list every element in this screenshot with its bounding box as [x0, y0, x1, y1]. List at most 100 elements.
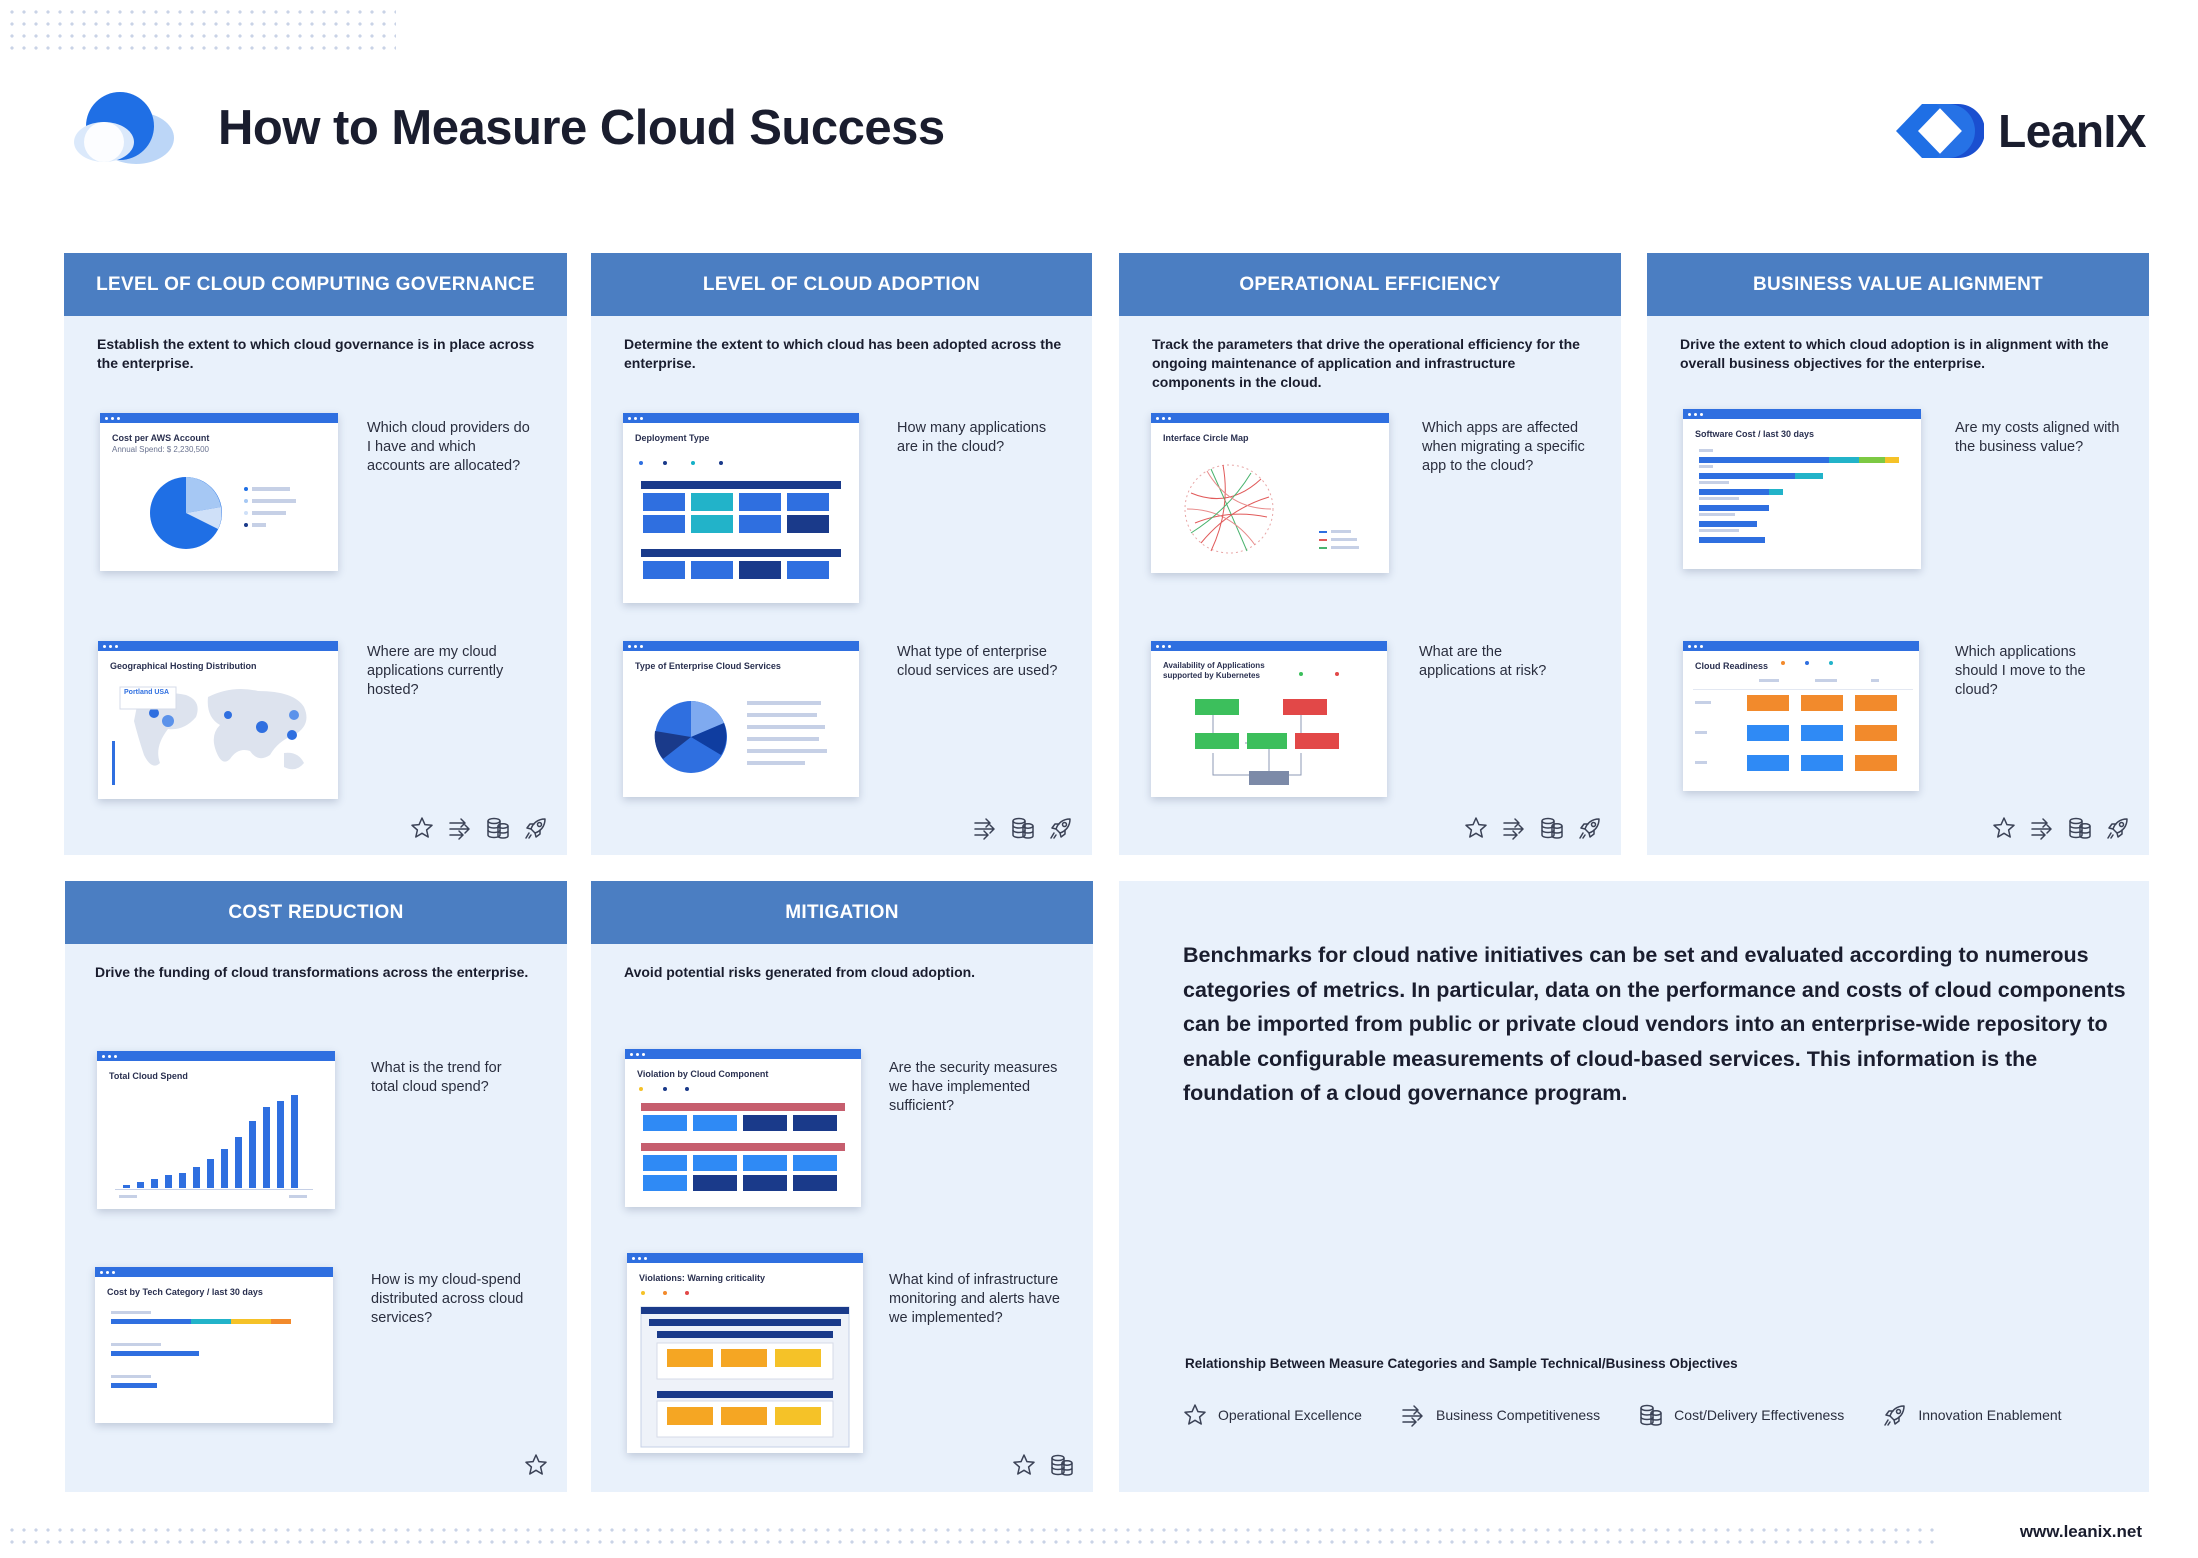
screen-title: Total Cloud Spend — [109, 1071, 188, 1081]
legend-item-business-competitiveness: Business Competitiveness — [1400, 1402, 1600, 1428]
deployment-grid — [639, 461, 841, 579]
screen-cost-per-aws-account[interactable]: Cost per AWS Account Annual Spend: $ 2,2… — [100, 413, 338, 571]
website-link[interactable]: www.leanix.net — [2019, 1522, 2142, 1541]
screen-deployment-type[interactable]: Deployment Type — [623, 413, 859, 603]
screen-geographical-hosting[interactable]: Geographical Hosting Distribution Portla… — [98, 641, 338, 799]
screen-title: Cost per AWS Account — [112, 433, 210, 443]
screen-total-cloud-spend[interactable]: Total Cloud Spend — [97, 1051, 335, 1209]
screen-enterprise-cloud-services[interactable]: Type of Enterprise Cloud Services — [623, 641, 859, 797]
screen-title: Cost by Tech Category / last 30 days — [107, 1287, 263, 1297]
coins-icon — [1049, 1452, 1075, 1478]
screen-cloud-readiness[interactable]: Cloud Readiness — [1683, 641, 1919, 791]
card-title: MITIGATION — [591, 881, 1093, 944]
question: What type of enterprise cloud services a… — [897, 644, 1058, 679]
page-title: How to Measure Cloud Success — [218, 101, 945, 155]
star-icon — [1011, 1452, 1037, 1478]
card-title: BUSINESS VALUE ALIGNMENT — [1647, 253, 2149, 316]
map-tooltip: Portland USA — [124, 689, 170, 696]
decorative-dots-top — [6, 6, 396, 52]
arrows-icon — [447, 815, 473, 841]
legend-item-innovation: Innovation Enablement — [1882, 1402, 2062, 1428]
question: How is my cloud-spend distributed across… — [371, 1272, 524, 1326]
card-benchmark — [1119, 881, 2149, 1492]
rocket-icon — [1048, 815, 1074, 841]
question: How many applications are in the cloud? — [897, 420, 1047, 455]
card-cost-reduction: COST REDUCTION Drive the funding of clou… — [65, 881, 567, 1492]
question: Where are my cloud applications currentl… — [367, 644, 504, 698]
card-description: Drive the funding of cloud transformatio… — [95, 964, 529, 980]
nested-infrastructure — [640, 1291, 850, 1448]
card-title: LEVEL OF CLOUD ADOPTION — [591, 253, 1092, 316]
coins-icon — [1638, 1402, 1664, 1428]
card-description: Avoid potential risks generated from clo… — [624, 964, 976, 980]
question: Are the security measures we have implem… — [889, 1060, 1058, 1114]
cloud-logo-icon — [74, 92, 174, 164]
question: Which cloud providers do I have and whic… — [367, 420, 530, 474]
decorative-dots-bottom — [6, 1524, 1936, 1552]
screen-title: Interface Circle Map — [1163, 433, 1249, 443]
arrows-icon — [972, 815, 998, 841]
question: Which applications should I move to the … — [1955, 644, 2086, 698]
circle-map — [1184, 464, 1359, 554]
screen-cost-by-tech-category[interactable]: Cost by Tech Category / last 30 days — [95, 1267, 333, 1423]
question: Are my costs aligned with the business v… — [1955, 420, 2120, 455]
objective-icons — [1991, 815, 2131, 841]
screen-subtitle: Annual Spend: $ 2,230,500 — [112, 445, 209, 454]
brand[interactable]: LeanIX — [1892, 100, 2146, 162]
rocket-icon — [1882, 1402, 1908, 1428]
screen-title: Geographical Hosting Distribution — [110, 661, 257, 671]
readiness-grid — [1693, 661, 1913, 771]
pie-chart — [150, 477, 296, 549]
screen-title: Violations: Warning criticality — [639, 1273, 766, 1283]
star-icon — [1182, 1402, 1208, 1428]
coins-icon — [1539, 815, 1565, 841]
question: Which apps are affected when migrating a… — [1422, 420, 1585, 474]
screen-title: Cloud Readiness — [1695, 661, 1769, 671]
spend-bar-chart — [115, 1095, 313, 1198]
card-title: LEVEL OF CLOUD COMPUTING GOVERNANCE — [64, 253, 567, 316]
arrows-icon — [2029, 815, 2055, 841]
star-icon — [1991, 815, 2017, 841]
card-mitigation: MITIGATION Avoid potential risks generat… — [591, 881, 1093, 1492]
coins-icon — [1010, 815, 1036, 841]
cost-bars — [1699, 449, 1899, 543]
screen-kubernetes-availability[interactable]: Availability of Applications supported b… — [1151, 641, 1387, 797]
card-title: OPERATIONAL EFFICIENCY — [1119, 253, 1621, 316]
screen-title: Software Cost / last 30 days — [1695, 429, 1815, 439]
legend-label: Cost/Delivery Effectiveness — [1674, 1407, 1845, 1423]
star-icon — [1463, 815, 1489, 841]
coins-icon — [2067, 815, 2093, 841]
objective-icons — [523, 1452, 549, 1478]
objectives-legend: Operational Excellence Business Competit… — [1182, 1402, 2100, 1428]
brand-name: LeanIX — [1998, 105, 2146, 157]
leanix-logo-icon — [1896, 104, 1985, 158]
question: What kind of infrastructure monitoring a… — [889, 1272, 1060, 1326]
screen-warning-criticality[interactable]: Violations: Warning criticality — [627, 1253, 863, 1453]
objective-icons — [1011, 1452, 1075, 1478]
legend-label: Business Competitiveness — [1435, 1407, 1601, 1423]
relationship-title: Relationship Between Measure Categories … — [1185, 1356, 1738, 1371]
screen-title: Deployment Type — [635, 433, 710, 443]
legend-label: Innovation Enablement — [1918, 1407, 2062, 1423]
card-governance: LEVEL OF CLOUD COMPUTING GOVERNANCE Esta… — [64, 253, 567, 855]
screen-interface-circle-map[interactable]: Interface Circle Map — [1151, 413, 1389, 573]
legend-item-operational-excellence: Operational Excellence — [1182, 1402, 1362, 1428]
coins-icon — [485, 815, 511, 841]
rocket-icon — [2105, 815, 2131, 841]
question: What is the trend for total cloud spend? — [371, 1060, 502, 1095]
screen-software-cost[interactable]: Software Cost / last 30 days — [1683, 409, 1921, 569]
rocket-icon — [1577, 815, 1603, 841]
dependency-diagram — [1195, 672, 1339, 785]
screen-title: Type of Enterprise Cloud Services — [635, 661, 781, 671]
star-icon — [523, 1452, 549, 1478]
card-operational-efficiency: OPERATIONAL EFFICIENCY Track the paramet… — [1119, 253, 1621, 855]
card-business-value: BUSINESS VALUE ALIGNMENT Drive the exten… — [1647, 253, 2149, 855]
screen-violation-by-cloud-component[interactable]: Violation by Cloud Component — [625, 1049, 861, 1207]
component-grid — [639, 1087, 845, 1191]
objective-icons — [1463, 815, 1603, 841]
objective-icons — [972, 815, 1074, 841]
card-description: Establish the extent to which cloud gove… — [97, 336, 535, 371]
star-icon — [409, 815, 435, 841]
legend-item-cost-delivery: Cost/Delivery Effectiveness — [1638, 1402, 1844, 1428]
card-title: COST REDUCTION — [65, 881, 567, 944]
